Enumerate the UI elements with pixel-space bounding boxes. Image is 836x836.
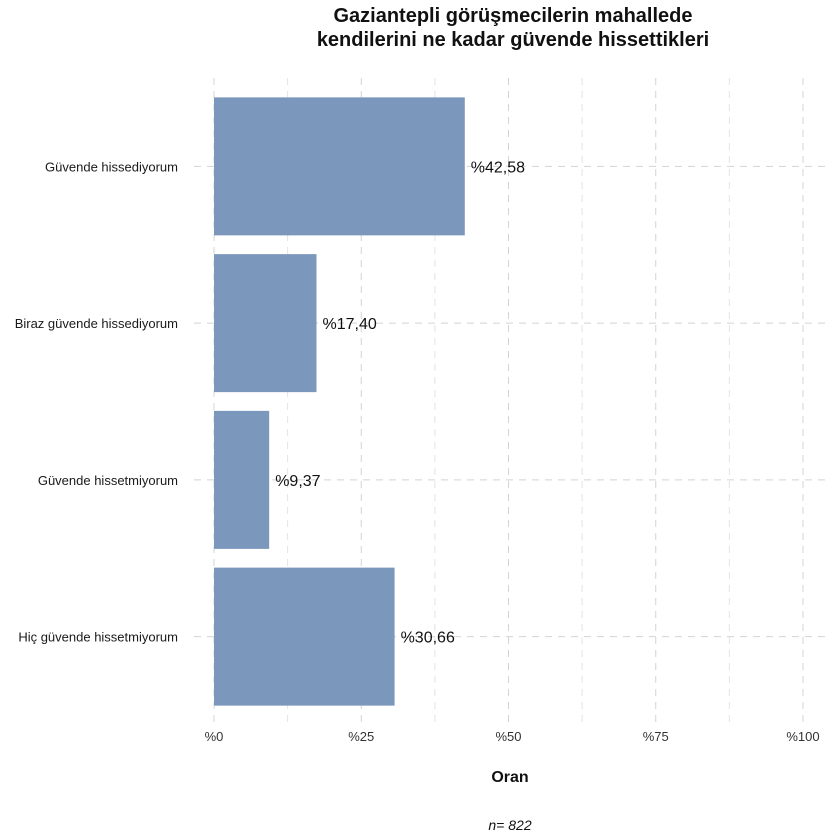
x-tick-label: %75 — [643, 729, 669, 744]
bar — [214, 97, 465, 236]
bar-value-label: %42,58 — [471, 159, 525, 176]
x-tick-label: %25 — [348, 729, 374, 744]
bar — [214, 410, 270, 549]
bar-value-label: %30,66 — [401, 630, 455, 647]
chart-title: Gaziantepli görüşmecilerin mahallede ken… — [0, 4, 836, 52]
bar-value-label: %9,37 — [275, 473, 320, 490]
x-axis-title: Oran — [491, 769, 529, 786]
x-tick-label: %0 — [205, 729, 224, 744]
category-tick-label: Güvende hissediyorum — [45, 159, 178, 174]
sample-size-caption: n= 822 — [488, 817, 532, 833]
bar-value-label: %17,40 — [322, 316, 376, 333]
x-tick-label: %100 — [786, 729, 819, 744]
category-tick-label: Biraz güvende hissediyorum — [15, 316, 178, 331]
bar — [214, 254, 317, 393]
x-tick-label: %50 — [495, 729, 521, 744]
chart-title-line-1: Gaziantepli görüşmecilerin mahallede — [333, 5, 693, 27]
category-tick-label: Hiç güvende hissetmiyorum — [18, 630, 178, 645]
chart-title-line-2: kendilerini ne kadar güvende hissettikle… — [316, 29, 710, 51]
category-tick-label: Güvende hissetmiyorum — [38, 473, 178, 488]
bar — [214, 567, 395, 706]
